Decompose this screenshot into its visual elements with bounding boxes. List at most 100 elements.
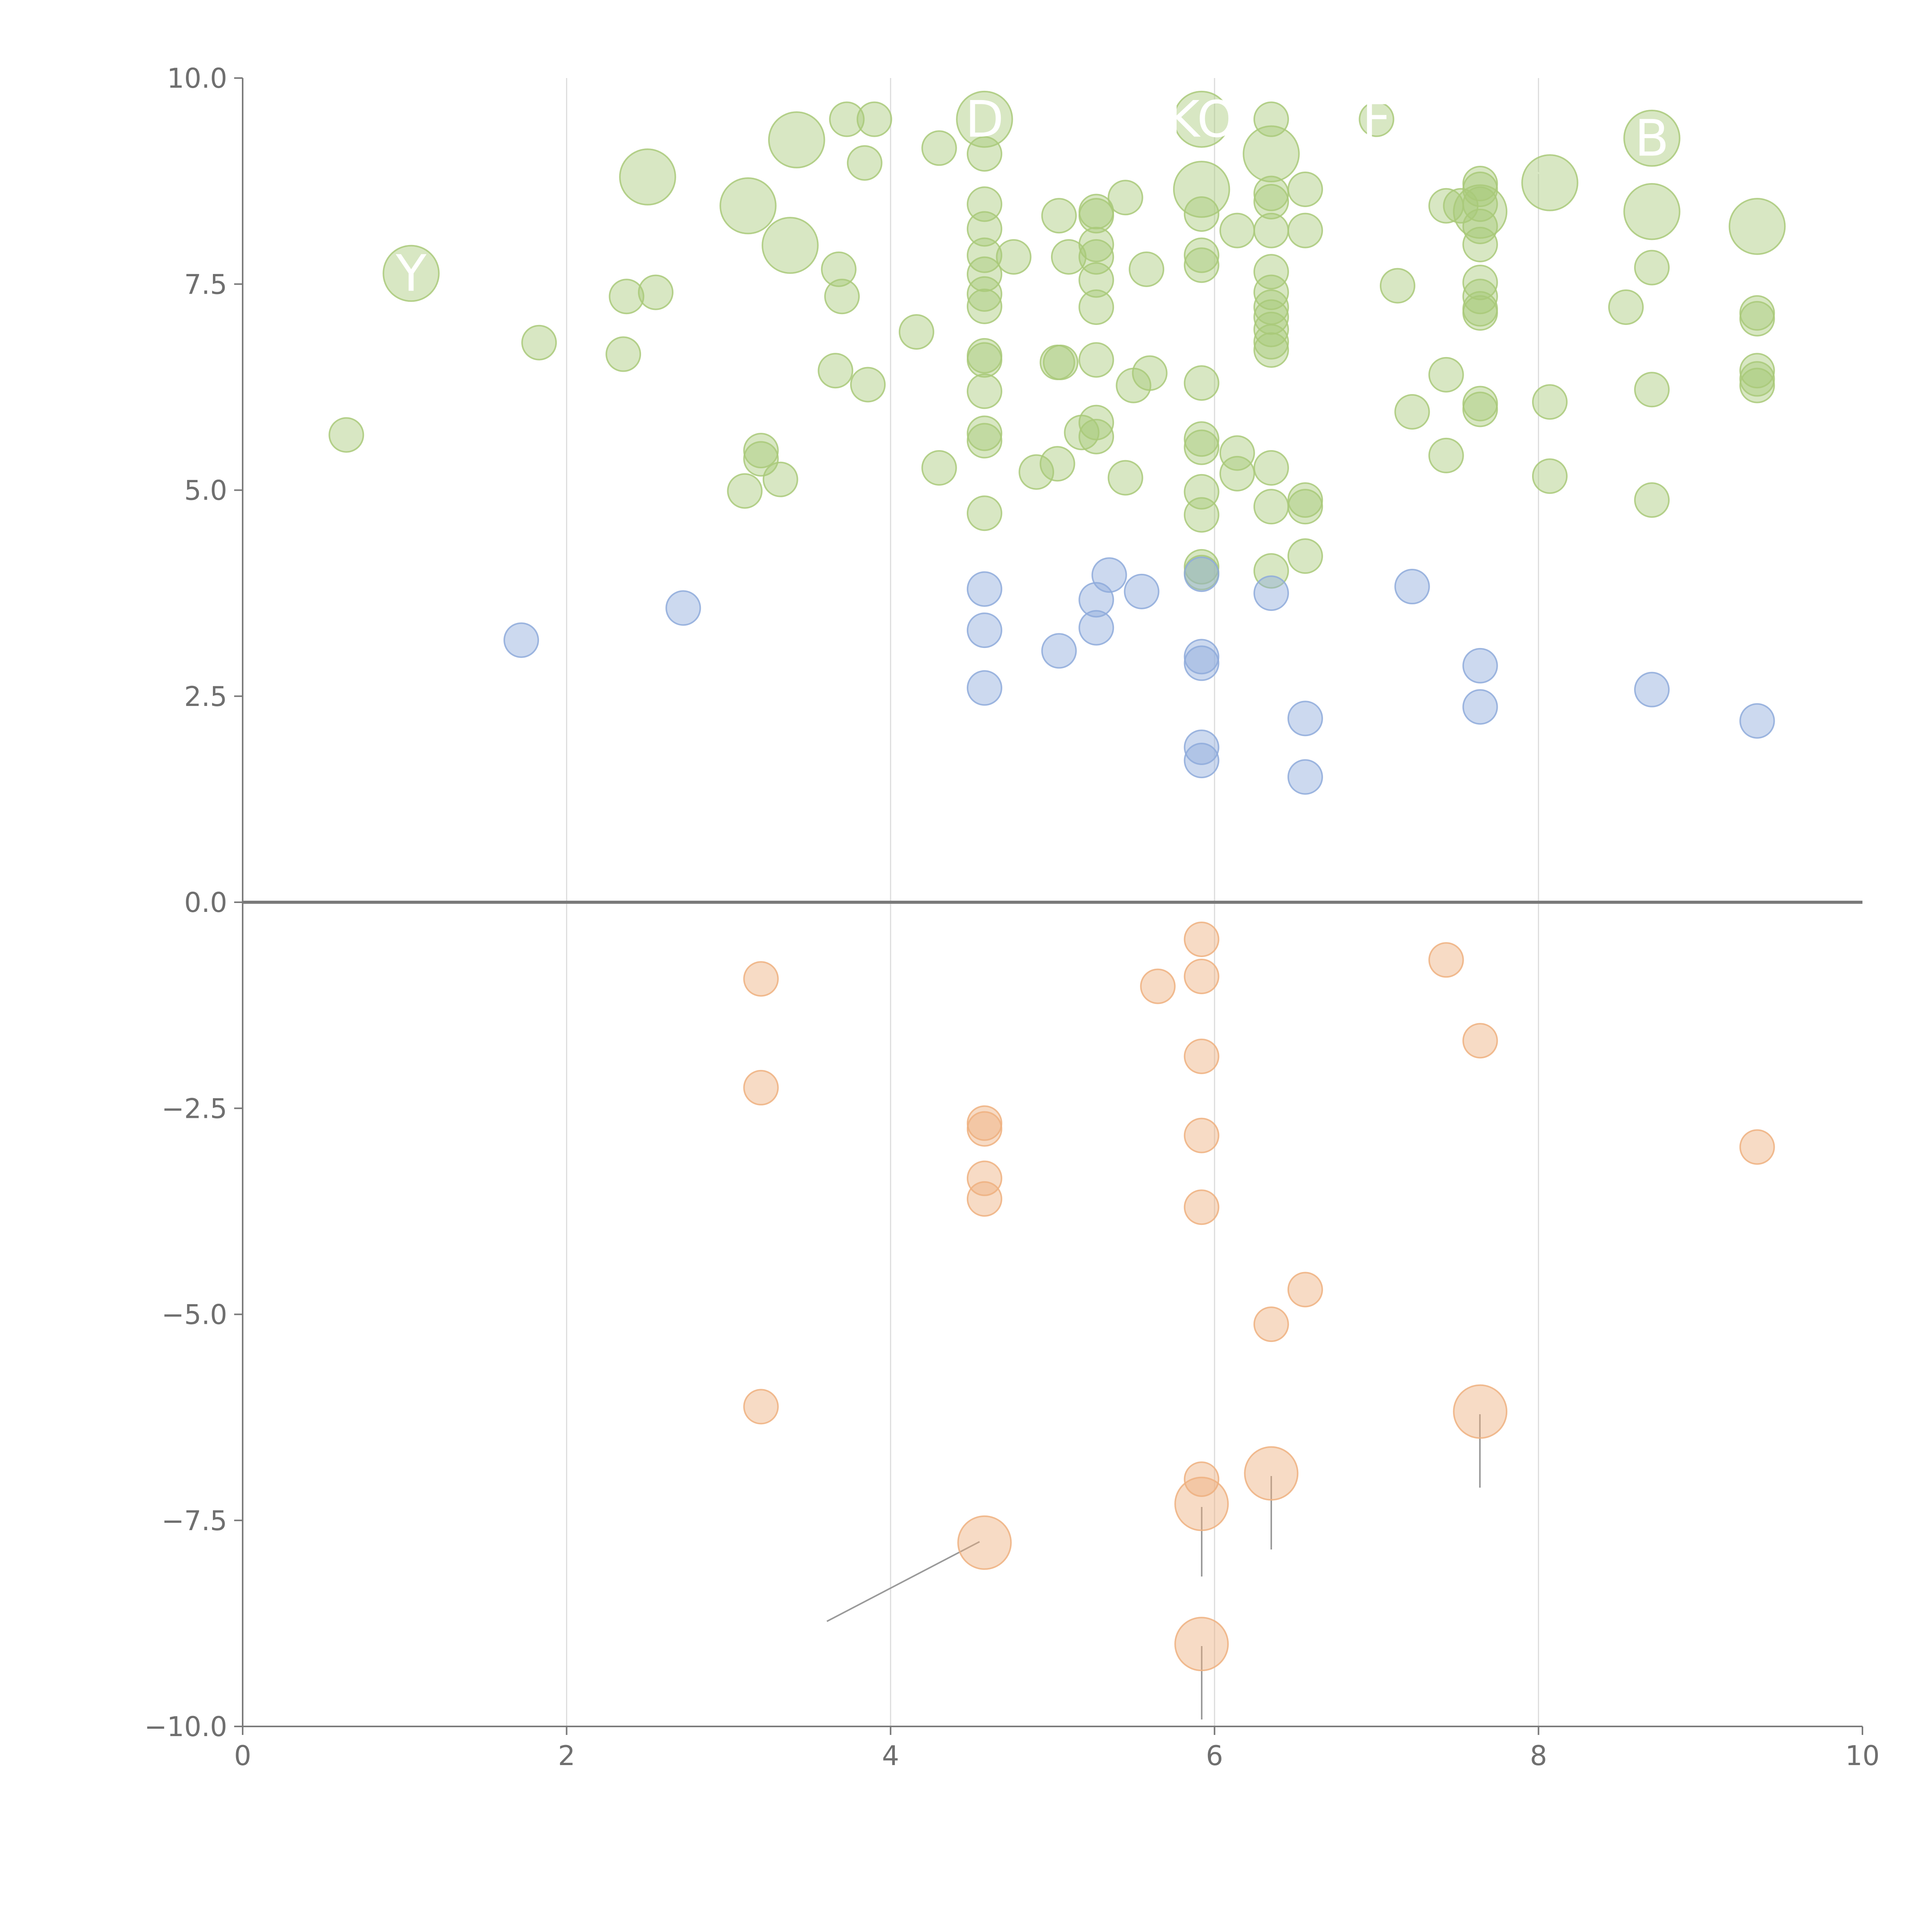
- bubbles: [328, 90, 1786, 1672]
- bubble-point: [1184, 1038, 1219, 1074]
- axes: 0 2 4 6 8 10 10.0 7.5 5.0 2.5 0.0 −2.5 −5.0 −7.5 −10.0: [144, 63, 1879, 1772]
- bubble-point: [1253, 254, 1289, 290]
- bubble-point: [619, 148, 676, 206]
- bubble-point: [1078, 194, 1114, 230]
- bubble-point: [1287, 1272, 1323, 1308]
- bubble-point: [1107, 460, 1143, 496]
- y-tick-label: −10.0: [144, 1711, 227, 1743]
- bubble-point: [966, 612, 1002, 648]
- bubble-point: [898, 314, 934, 350]
- bubble-point: [1634, 672, 1670, 707]
- bubble-point: [1173, 161, 1230, 218]
- bubble-point: [1532, 384, 1568, 420]
- bubble-point: [1623, 109, 1680, 167]
- bubble-point: [1532, 458, 1568, 494]
- bubble-point: [1019, 454, 1054, 490]
- bubble-point: [1184, 365, 1219, 401]
- bubble-point: [1184, 729, 1219, 765]
- bubble-point: [1039, 446, 1075, 482]
- bubble-point: [609, 279, 645, 315]
- bubble-point: [1634, 250, 1670, 286]
- bubble-point: [966, 211, 1002, 247]
- bubble-point: [966, 186, 1002, 222]
- leader-line: [610, 162, 642, 175]
- bubble-point: [1739, 1129, 1775, 1165]
- bubble-point: [1078, 418, 1114, 454]
- bubble-point: [818, 353, 854, 389]
- bubble-point: [1287, 482, 1323, 518]
- bubble-point: [1462, 689, 1498, 725]
- bubble-point: [1253, 311, 1289, 347]
- bubble-point: [1462, 166, 1498, 202]
- x-tick-label: 6: [1206, 1740, 1223, 1772]
- bubble-point: [743, 433, 779, 469]
- bubble-point: [966, 338, 1002, 374]
- bubble-point: [1462, 186, 1498, 222]
- y-tick-label: 2.5: [184, 681, 227, 713]
- y-tick-label: −7.5: [162, 1505, 227, 1537]
- bubble-point: [1462, 1023, 1498, 1059]
- bubble-point: [1184, 1189, 1219, 1225]
- bubble-point: [1174, 1617, 1229, 1672]
- bubble-point: [966, 423, 1002, 459]
- bubble-point: [966, 1160, 1002, 1196]
- bubble-point: [1428, 942, 1464, 978]
- bubble-point: [1173, 90, 1230, 148]
- bubble-label: D: [965, 90, 1004, 149]
- bubble-point: [966, 495, 1002, 531]
- bubble-point: [638, 274, 673, 310]
- bubble-point: [1078, 610, 1114, 646]
- bubble-labels: Y D KO F B: [395, 90, 1669, 303]
- bubble-point: [966, 256, 1002, 292]
- bubble-point: [1394, 569, 1430, 605]
- bubble-point: [856, 101, 892, 137]
- bubble-point: [1739, 295, 1775, 331]
- bubble-point: [966, 571, 1002, 607]
- y-tick-label: 7.5: [184, 269, 227, 300]
- x-tick-label: 8: [1530, 1740, 1547, 1772]
- bubble-point: [1041, 198, 1077, 234]
- leader-lines: [610, 154, 1758, 1719]
- bubble-point: [1287, 701, 1323, 736]
- leader-line: [1753, 231, 1758, 267]
- bubble-point: [1184, 639, 1219, 675]
- leader-line: [1274, 154, 1280, 178]
- x-tick-label: 0: [234, 1740, 252, 1772]
- bubble-point: [1041, 633, 1077, 669]
- bubble-point: [1219, 435, 1255, 471]
- bubble-point: [762, 461, 798, 497]
- bubble-point: [1394, 394, 1430, 430]
- bubble-point: [383, 245, 440, 302]
- bubble-point: [1253, 299, 1289, 335]
- bubble-point: [1184, 921, 1219, 957]
- bubble-point: [768, 111, 825, 168]
- bubble-point: [1184, 1461, 1219, 1497]
- bubble-label: Y: [395, 244, 427, 303]
- bubble-point: [1359, 101, 1395, 137]
- leader-line: [745, 212, 748, 240]
- bubble-point: [966, 415, 1002, 451]
- y-tick-label: −2.5: [162, 1093, 227, 1124]
- x-tick-label: 4: [882, 1740, 900, 1772]
- bubble-point: [743, 1070, 779, 1105]
- bubble-point: [966, 237, 1002, 273]
- bubble-point: [1634, 482, 1670, 518]
- bubble-point: [1253, 184, 1289, 219]
- bubble-point: [1608, 289, 1644, 325]
- bubble-label: KO: [1167, 90, 1236, 149]
- bubble-point: [1739, 353, 1775, 389]
- bubble-point: [966, 373, 1002, 409]
- bubble-point: [1184, 1117, 1219, 1153]
- bubble-point: [665, 590, 701, 626]
- bubble-point: [328, 417, 364, 453]
- bubble-point: [824, 279, 860, 315]
- bubble-point: [1253, 575, 1289, 611]
- bubble-point: [821, 251, 857, 287]
- bubble-point: [1287, 759, 1323, 795]
- bubble-label: F: [1362, 90, 1391, 149]
- bubble-point: [1462, 279, 1498, 315]
- leader-line: [1522, 162, 1546, 179]
- bubble-point: [966, 1181, 1002, 1217]
- bubble-point: [1287, 538, 1323, 574]
